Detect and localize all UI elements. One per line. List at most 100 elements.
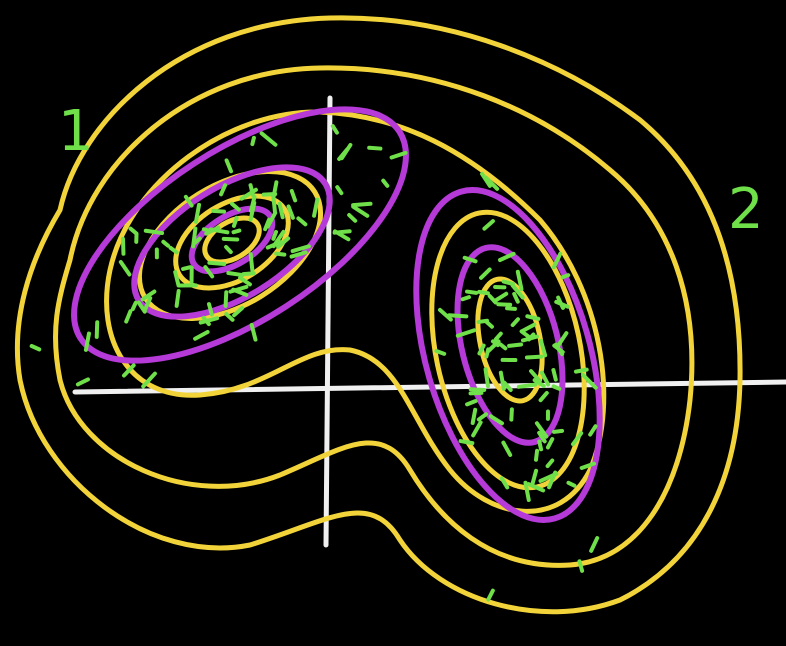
data-point — [143, 228, 165, 236]
data-point — [538, 390, 549, 403]
data-point — [525, 314, 541, 321]
data-point — [545, 437, 555, 450]
data-point — [516, 382, 538, 389]
data-point — [193, 202, 202, 224]
data-point — [573, 367, 589, 374]
data-point — [226, 271, 245, 278]
data-point — [526, 482, 546, 493]
data-point — [389, 150, 408, 160]
data-point — [207, 302, 214, 317]
data-point — [296, 216, 308, 227]
data-point — [507, 342, 524, 348]
data-point — [207, 260, 227, 267]
data-point — [510, 283, 525, 300]
data-point — [238, 275, 252, 287]
data-point — [140, 289, 157, 302]
data-point — [509, 407, 514, 422]
data-point — [312, 197, 320, 218]
data-point — [183, 194, 194, 208]
data-point — [231, 228, 242, 235]
data-point — [83, 331, 92, 352]
data-point — [332, 229, 352, 235]
data-point — [250, 135, 256, 147]
data-point — [498, 342, 508, 351]
data-point — [520, 334, 539, 343]
data-point — [241, 271, 256, 277]
data-point — [487, 294, 498, 305]
data-point — [460, 295, 471, 302]
data-point — [271, 180, 279, 200]
data-point — [249, 322, 258, 342]
data-point — [191, 226, 198, 249]
data-point — [75, 377, 90, 387]
data-point — [121, 363, 136, 378]
contour-c2-b — [475, 276, 545, 404]
data-point — [367, 145, 383, 151]
data-point — [465, 289, 479, 295]
data-point — [221, 236, 240, 242]
data-point — [437, 307, 453, 322]
gaussian-1-outer — [71, 106, 409, 364]
data-point — [381, 178, 390, 188]
data-point — [271, 229, 279, 241]
data-point — [224, 244, 233, 255]
data-point — [271, 229, 286, 249]
data-point — [259, 131, 278, 147]
data-point — [248, 195, 257, 213]
data-point — [547, 470, 558, 490]
data-point — [501, 279, 515, 286]
data-point — [581, 372, 598, 390]
data-point — [118, 260, 132, 277]
data-point — [274, 251, 287, 257]
data-point — [142, 296, 153, 312]
data-point — [577, 559, 585, 573]
data-point — [530, 468, 539, 487]
data-point — [203, 265, 215, 279]
data-point — [434, 348, 447, 356]
data-point — [589, 536, 600, 553]
data-point — [532, 378, 546, 388]
data-point — [483, 367, 490, 389]
data-point — [486, 588, 495, 602]
data-point — [523, 480, 531, 502]
data-point — [510, 317, 520, 328]
data-point — [231, 215, 239, 228]
data-point — [571, 431, 584, 447]
data-point — [468, 390, 484, 396]
data-point — [551, 368, 558, 382]
data-point — [248, 252, 255, 272]
data-point — [529, 369, 542, 383]
data-point — [198, 316, 220, 325]
data-point — [351, 204, 370, 218]
data-point — [468, 387, 487, 392]
data-point — [552, 428, 565, 434]
data-point — [289, 250, 308, 259]
data-point — [492, 291, 509, 304]
data-point — [204, 225, 221, 236]
data-point — [538, 338, 548, 358]
data-point — [224, 312, 235, 322]
data-point — [534, 421, 549, 439]
data-point — [173, 270, 181, 288]
data-point — [588, 424, 598, 437]
data-point — [130, 300, 138, 311]
data-point — [224, 158, 234, 174]
data-point — [286, 204, 295, 220]
data-point — [566, 480, 577, 488]
contour-c1-c — [202, 215, 262, 265]
data-point — [477, 289, 490, 296]
data-point — [168, 245, 179, 255]
data-point — [465, 399, 478, 407]
data-point — [211, 208, 227, 214]
data-point — [141, 371, 157, 389]
data-point — [501, 440, 513, 457]
data-point — [335, 185, 344, 196]
gaussian-1-inner — [188, 205, 276, 275]
data-point — [545, 458, 555, 469]
data-point — [539, 370, 551, 387]
data-point — [124, 309, 133, 324]
data-point — [560, 273, 571, 280]
